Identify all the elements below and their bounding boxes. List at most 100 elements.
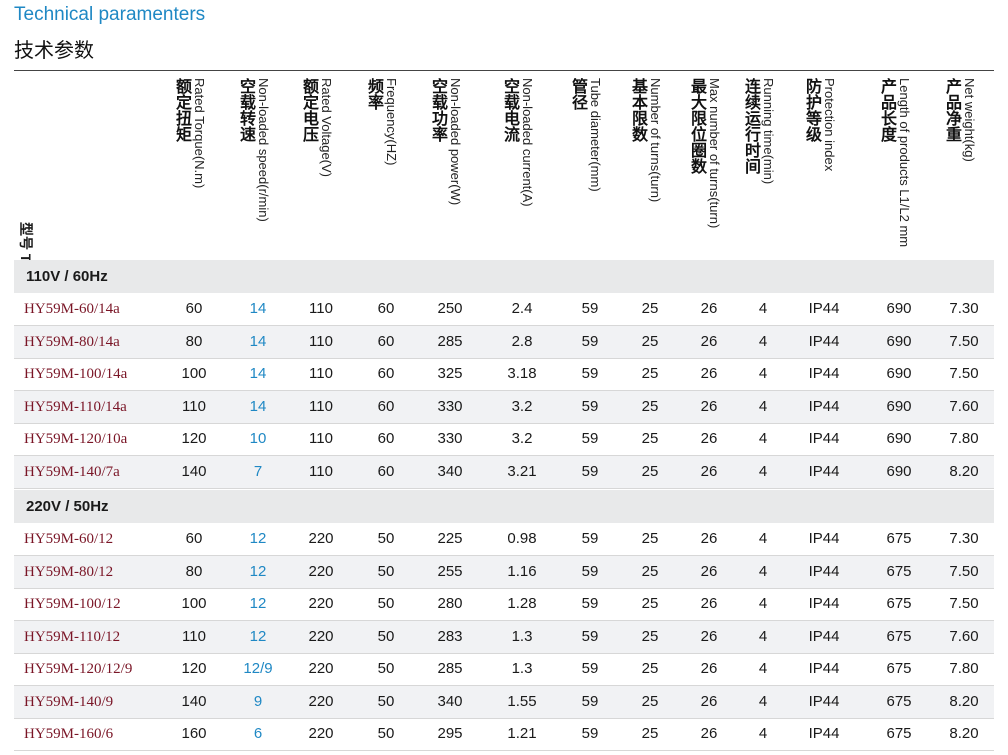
table-row: HY59M-140/7a 140 7 110 60 340 3.21 59 25 26 4 IP44 6…	[14, 455, 994, 489]
cell-turns: 25	[641, 692, 659, 710]
cell-runtime: 4	[758, 725, 768, 742]
column-header-length: Length of products L1/L2 mm 产品长度	[878, 78, 921, 254]
cell-maxturns: 26	[700, 660, 718, 677]
cell-power: 325	[437, 365, 463, 382]
page-title-en: Technical paramenters	[14, 4, 206, 25]
column-header-text-current: Non-loaded current(A) 空载电流	[501, 78, 536, 207]
cell-current: 0.98	[507, 530, 537, 547]
cell-runtime: 4	[758, 627, 768, 645]
cell-tube: 59	[581, 627, 599, 645]
cell-runtime: 4	[758, 462, 768, 480]
cell-turns: 25	[641, 595, 659, 612]
cell-maxturns: 26	[700, 300, 718, 317]
cell-speed: 12	[249, 595, 267, 612]
cell-ip: IP44	[808, 627, 840, 645]
cell-tube: 59	[581, 332, 599, 350]
cell-freq: 50	[377, 660, 395, 677]
cell-maxturns: 26	[700, 530, 718, 547]
column-header-speed: Non-loaded speed(r/min) 空载转速	[237, 78, 280, 254]
table-row: HY59M-80/12 80 12 220 50 255 1.16 59 25 26 4 IP44 67…	[14, 555, 994, 589]
column-header-en-voltage: Rated Voltage(V)	[319, 78, 334, 178]
cell-length: 675	[886, 595, 912, 612]
cell-length: 690	[886, 430, 912, 447]
cell-ip: IP44	[808, 365, 840, 382]
cell-power: 295	[437, 725, 463, 742]
cell-freq: 50	[377, 562, 395, 580]
column-header-cn-torque: 额定扭矩	[173, 78, 192, 142]
cell-power: 250	[437, 300, 463, 317]
cell-voltage: 220	[308, 562, 334, 580]
cell-ip: IP44	[808, 530, 840, 547]
column-header-text-ip: Protection index 防护等级	[803, 78, 838, 171]
cell-current: 1.21	[507, 725, 537, 742]
cell-freq: 50	[377, 725, 395, 742]
column-header-text-maxturns: Max number of turns(turn) 最大限位圈数	[688, 78, 723, 228]
cell-tube: 59	[581, 692, 599, 710]
column-header-cn-current: 空载电流	[501, 78, 520, 142]
cell-voltage: 110	[309, 430, 333, 447]
cell-model: HY59M-100/14a	[24, 366, 128, 382]
cell-voltage: 220	[308, 692, 334, 710]
cell-length: 675	[886, 562, 912, 580]
column-header-cn-turns: 基本限数	[629, 78, 648, 142]
cell-freq: 60	[377, 462, 395, 480]
cell-model: HY59M-80/14a	[24, 333, 120, 350]
column-header-maxturns: Max number of turns(turn) 最大限位圈数	[688, 78, 731, 254]
cell-maxturns: 26	[700, 627, 718, 645]
column-header-runtime: Running time(min) 连续运行时间	[742, 78, 785, 254]
cell-tube: 59	[581, 725, 599, 742]
cell-current: 2.4	[511, 300, 533, 317]
table-row: HY59M-120/10a 120 10 110 60 330 3.2 59 25 26 4 IP44…	[14, 423, 994, 456]
cell-current: 3.21	[507, 462, 537, 480]
cell-weight: 8.20	[949, 725, 979, 742]
cell-model: HY59M-60/12	[24, 531, 114, 547]
cell-current: 1.28	[507, 595, 537, 612]
column-header-text-weight: Net weight(kg) 产品净重	[943, 78, 978, 162]
column-header-en-length: Length of products L1/L2 mm	[897, 78, 912, 248]
column-header-en-torque: Rated Torque(N.m)	[192, 78, 207, 189]
column-header-en-speed: Non-loaded speed(r/min)	[256, 78, 271, 222]
column-header-en-power: Non-loaded power(W)	[448, 78, 463, 206]
cell-ip: IP44	[808, 725, 840, 742]
cell-freq: 60	[377, 332, 395, 350]
cell-ip: IP44	[808, 562, 840, 580]
cell-power: 285	[437, 332, 463, 350]
cell-weight: 7.30	[949, 530, 979, 547]
cell-current: 1.3	[511, 660, 533, 677]
cell-ip: IP44	[808, 462, 840, 480]
cell-length: 690	[886, 365, 912, 382]
cell-voltage: 220	[308, 725, 334, 742]
cell-length: 690	[886, 462, 912, 480]
cell-torque: 100	[181, 595, 207, 612]
cell-torque: 120	[181, 430, 207, 447]
group-label: 220V / 50Hz	[26, 498, 109, 515]
table-row: HY59M-160/6 160 6 220 50 295 1.21 59 25 26 4 IP44 67…	[14, 718, 994, 751]
cell-maxturns: 26	[700, 332, 718, 350]
cell-turns: 25	[641, 365, 659, 382]
cell-ip: IP44	[808, 397, 840, 415]
cell-torque: 160	[181, 725, 207, 742]
column-header-text-voltage: Rated Voltage(V) 额定电压	[300, 78, 335, 178]
cell-freq: 50	[377, 627, 395, 645]
cell-maxturns: 26	[700, 430, 718, 447]
column-header-weight: Net weight(kg) 产品净重	[943, 78, 986, 254]
cell-maxturns: 26	[700, 562, 718, 580]
column-header-en-freq: Frequency(HZ)	[384, 78, 399, 166]
cell-runtime: 4	[758, 300, 768, 317]
cell-runtime: 4	[758, 660, 768, 677]
table-row: HY59M-60/14a 60 14 110 60 250 2.4 59 25 26 4 IP44 69…	[14, 293, 994, 326]
column-header-text-runtime: Running time(min) 连续运行时间	[742, 78, 777, 184]
column-header-ip: Protection index 防护等级	[803, 78, 846, 254]
table-row: HY59M-110/12 110 12 220 50 283 1.3 59 25 26 4 IP44 6…	[14, 620, 994, 654]
cell-runtime: 4	[758, 430, 768, 447]
table-row: HY59M-110/14a 110 14 110 60 330 3.2 59 25 26 4 IP44…	[14, 390, 994, 424]
cell-runtime: 4	[758, 397, 768, 415]
column-header-cn-speed: 空载转速	[237, 78, 256, 142]
cell-weight: 7.30	[949, 300, 979, 317]
cell-maxturns: 26	[700, 462, 718, 480]
column-header-cn-power: 空载功率	[429, 78, 448, 142]
cell-turns: 25	[641, 530, 659, 547]
cell-tube: 59	[581, 595, 599, 612]
table-row: HY59M-100/12 100 12 220 50 280 1.28 59 25 26 4 IP44…	[14, 588, 994, 621]
cell-speed: 7	[253, 462, 263, 480]
